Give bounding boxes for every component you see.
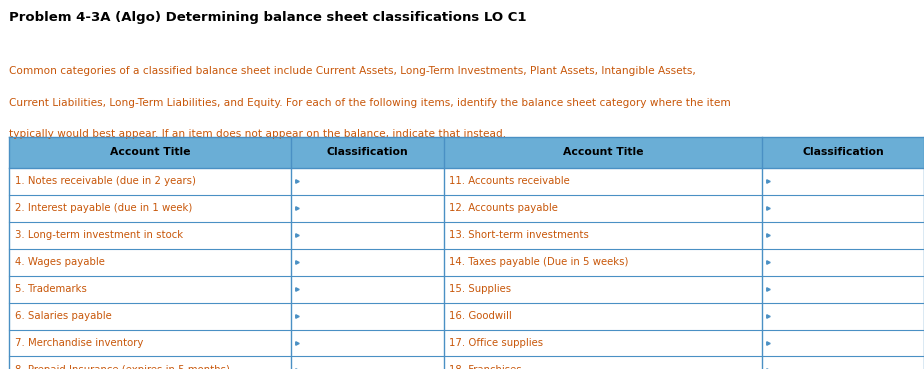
Bar bbox=[9, 168, 924, 195]
Text: 4. Wages payable: 4. Wages payable bbox=[15, 257, 104, 267]
Text: 17. Office supplies: 17. Office supplies bbox=[449, 338, 543, 348]
Text: 7. Merchandise inventory: 7. Merchandise inventory bbox=[15, 338, 143, 348]
Text: 15. Supplies: 15. Supplies bbox=[449, 284, 511, 294]
Text: Classification: Classification bbox=[802, 147, 884, 157]
Bar bbox=[9, 303, 924, 330]
Text: 6. Salaries payable: 6. Salaries payable bbox=[15, 311, 112, 321]
Text: Problem 4-3A (Algo) Determining balance sheet classifications LO C1: Problem 4-3A (Algo) Determining balance … bbox=[9, 11, 527, 24]
Text: 14. Taxes payable (Due in 5 weeks): 14. Taxes payable (Due in 5 weeks) bbox=[449, 257, 628, 267]
Text: 5. Trademarks: 5. Trademarks bbox=[15, 284, 87, 294]
Text: typically would best appear. If an item does not appear on the balance, indicate: typically would best appear. If an item … bbox=[9, 129, 506, 139]
Bar bbox=[9, 276, 924, 303]
Bar bbox=[9, 137, 924, 168]
Text: Account Title: Account Title bbox=[563, 147, 643, 157]
Text: 18. Franchises: 18. Franchises bbox=[449, 365, 522, 369]
Text: Common categories of a classified balance sheet include Current Assets, Long-Ter: Common categories of a classified balanc… bbox=[9, 66, 696, 76]
Bar bbox=[9, 356, 924, 369]
Text: 8. Prepaid Insurance (expires in 5 months): 8. Prepaid Insurance (expires in 5 month… bbox=[15, 365, 230, 369]
Text: 1. Notes receivable (due in 2 years): 1. Notes receivable (due in 2 years) bbox=[15, 176, 196, 186]
Text: 13. Short-term investments: 13. Short-term investments bbox=[449, 230, 589, 240]
Text: 11. Accounts receivable: 11. Accounts receivable bbox=[449, 176, 570, 186]
Text: Current Liabilities, Long-Term Liabilities, and Equity. For each of the followin: Current Liabilities, Long-Term Liabiliti… bbox=[9, 98, 731, 108]
Bar bbox=[9, 195, 924, 222]
Text: Account Title: Account Title bbox=[110, 147, 190, 157]
Text: 12. Accounts payable: 12. Accounts payable bbox=[449, 203, 558, 213]
Text: 3. Long-term investment in stock: 3. Long-term investment in stock bbox=[15, 230, 183, 240]
Text: 2. Interest payable (due in 1 week): 2. Interest payable (due in 1 week) bbox=[15, 203, 192, 213]
Text: 16. Goodwill: 16. Goodwill bbox=[449, 311, 512, 321]
Bar bbox=[9, 249, 924, 276]
Bar bbox=[9, 222, 924, 249]
Bar bbox=[9, 330, 924, 356]
Text: Classification: Classification bbox=[326, 147, 408, 157]
